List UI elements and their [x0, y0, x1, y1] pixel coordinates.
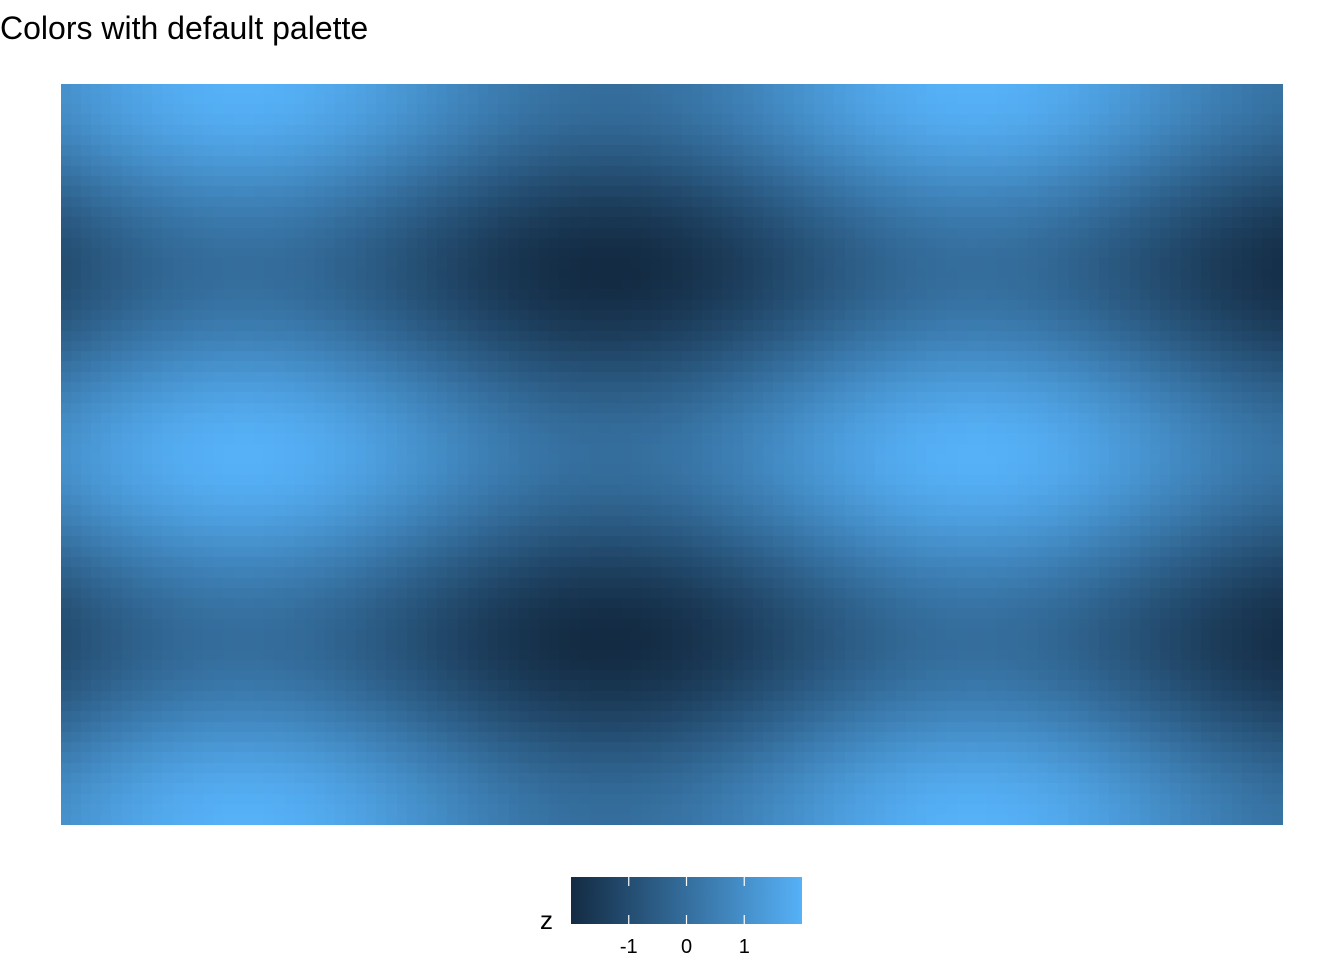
colorbar-tick-label: 0 — [680, 936, 693, 958]
legend-title: z — [540, 905, 553, 935]
colorbar-tick-label: 1 — [738, 936, 750, 958]
heatmap-plot — [61, 84, 1283, 825]
colorbar — [571, 877, 802, 924]
colorbar-tick-label: -1 — [619, 936, 638, 958]
chart-title: Colors with default palette — [0, 10, 369, 46]
